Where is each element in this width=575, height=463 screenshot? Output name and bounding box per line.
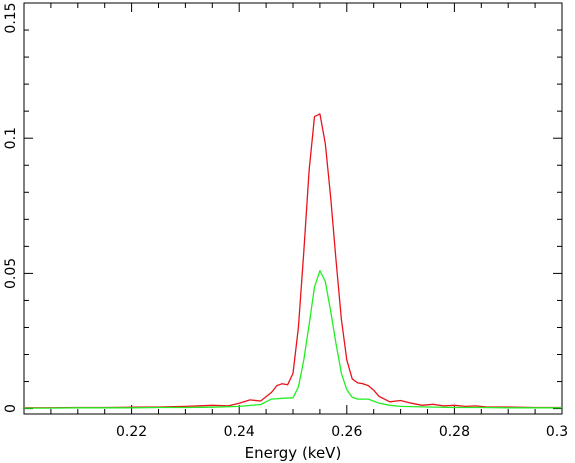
x-tick-labels: 0.22 0.24 0.26 0.28 0.3 <box>116 424 568 440</box>
x-tick-label: 0.26 <box>331 424 362 440</box>
x-axis-title: Energy (keV) <box>245 444 342 462</box>
y-tick-labels: 0 0.05 0.1 0.15 <box>3 2 19 413</box>
y-tick-label: 0.15 <box>3 2 19 33</box>
series-line-2 <box>24 270 562 409</box>
x-tick-label: 0.22 <box>116 424 147 440</box>
x-tick-label: 0.28 <box>439 424 470 440</box>
y-tick-label: 0.1 <box>3 127 19 149</box>
x-tick-label: 0.24 <box>224 424 255 440</box>
axis-ticks <box>23 2 563 414</box>
plot-frame <box>23 2 563 415</box>
y-tick-label: 0 <box>3 404 19 413</box>
series-line-1 <box>24 113 562 409</box>
x-tick-label: 0.3 <box>546 424 568 440</box>
series-group <box>24 113 562 409</box>
y-tick-label: 0.05 <box>3 258 19 289</box>
